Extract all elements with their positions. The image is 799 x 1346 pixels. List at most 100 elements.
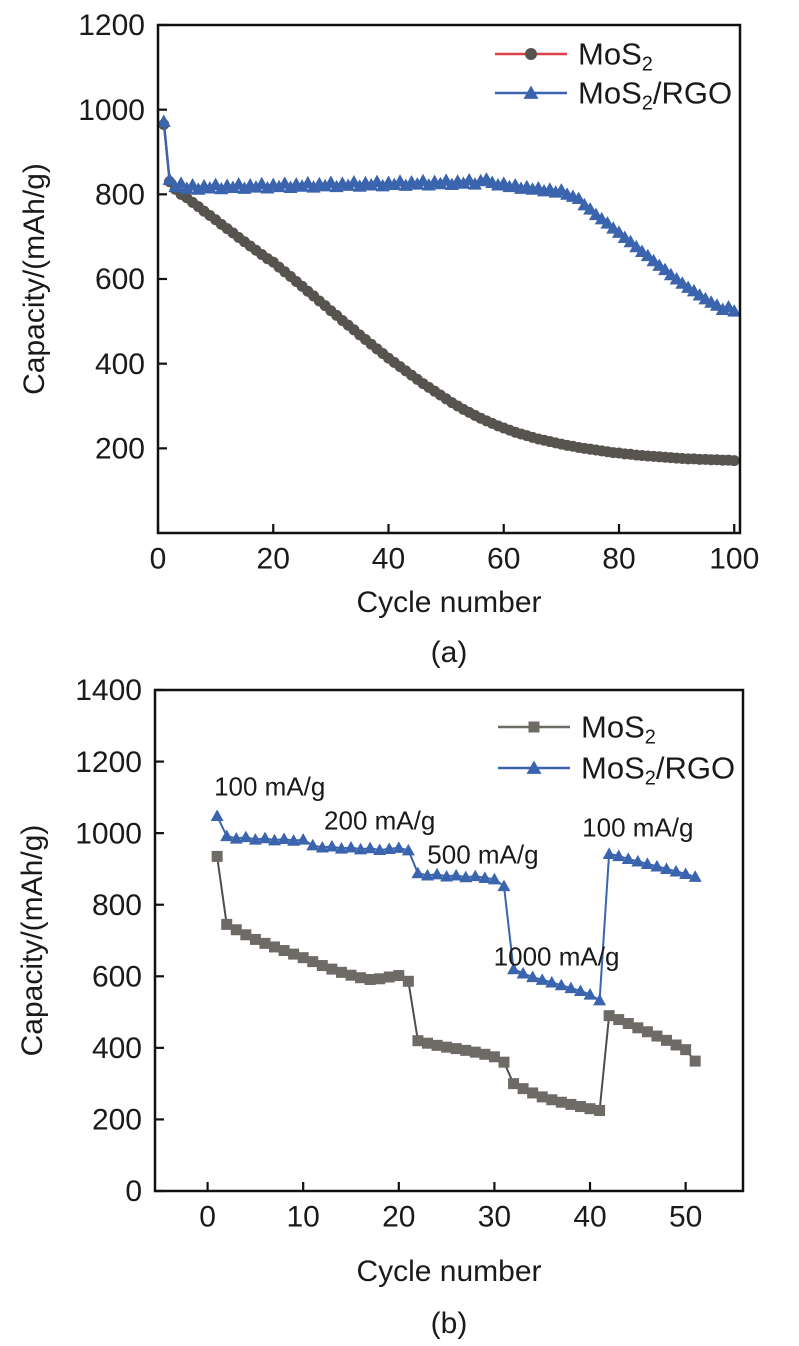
data-point-marker [508, 1078, 520, 1090]
data-point-marker [517, 1083, 529, 1095]
data-point-marker [487, 872, 501, 885]
data-point-marker [545, 975, 559, 988]
data-point-marker [727, 304, 742, 317]
data-point-marker [237, 181, 252, 194]
data-point-marker [459, 870, 473, 883]
data-point-marker [210, 809, 224, 822]
panel-background [0, 675, 799, 1346]
rate-annotation: 100 mA/g [582, 813, 693, 843]
data-point-marker [613, 1014, 625, 1026]
data-point-marker [315, 840, 329, 853]
legend: MoS2​MoS2/RGO [498, 710, 735, 790]
data-point-marker [334, 842, 348, 854]
data-point-marker [498, 1056, 510, 1068]
data-point-marker [554, 978, 568, 991]
data-point-marker [444, 177, 459, 191]
y-tick-label: 400 [95, 348, 145, 381]
data-point-marker [375, 178, 390, 192]
data-point-marker [214, 181, 229, 195]
data-point-marker [248, 833, 262, 845]
data-point-marker [297, 952, 309, 964]
data-point-marker [689, 1055, 701, 1067]
data-point-marker [355, 972, 367, 984]
y-tick-label: 0 [125, 1175, 142, 1208]
data-point-marker [583, 202, 598, 215]
x-tick-label: 40 [573, 1200, 606, 1233]
data-point-marker [364, 178, 379, 191]
panel-caption: (a) [431, 636, 468, 669]
data-point-marker [306, 838, 320, 851]
data-point-marker [527, 1087, 539, 1099]
data-point-marker [564, 981, 578, 994]
data-point-marker [421, 1037, 433, 1049]
data-point-marker [535, 973, 549, 985]
data-point-marker [248, 180, 263, 193]
data-point-marker [602, 847, 616, 859]
data-point-marker [278, 945, 290, 957]
data-point-marker [387, 177, 402, 191]
panel-b-chart: 0 10 20 30 40 50 0 200 400 600 800 1000 1200 1400 Cycl… [0, 675, 799, 1346]
data-point-marker [268, 833, 282, 846]
data-point-marker [441, 1041, 453, 1053]
x-axis: 0 10 20 30 40 50 [199, 1182, 702, 1233]
data-point-marker [344, 840, 358, 853]
legend-label: MoS2/RGO [578, 76, 732, 115]
data-point-marker [680, 1044, 692, 1056]
y-tick-label: 1200 [78, 9, 145, 42]
data-point-marker [240, 929, 252, 941]
data-point-marker [354, 842, 368, 855]
y-axis-title: Capacity/(mAh/g) [16, 825, 49, 1057]
series-group [156, 114, 742, 467]
y-tick-label: 1400 [75, 675, 142, 707]
data-point-marker [641, 1026, 653, 1038]
data-point-marker [202, 180, 217, 194]
data-point-marker [574, 1101, 586, 1113]
annotations: 100 mA/g 200 mA/g 500 mA/g 1000 mA/g 100 mA/… [214, 771, 693, 971]
data-point-marker [352, 179, 367, 192]
y-tick-label: 1000 [75, 817, 142, 850]
x-tick-label: 0 [199, 1200, 216, 1233]
data-point-marker [392, 841, 406, 853]
data-point-marker [450, 1043, 462, 1055]
x-axis-title: Cycle number [356, 586, 541, 619]
data-point-marker [345, 969, 357, 981]
data-point-marker [401, 843, 415, 856]
data-point-marker [410, 177, 425, 190]
data-point-marker [269, 941, 281, 953]
y-tick-label: 400 [92, 1032, 142, 1065]
data-point-marker [555, 1096, 567, 1108]
rate-annotation: 500 mA/g [427, 839, 538, 869]
data-point-marker [478, 871, 492, 883]
data-point-marker [573, 984, 587, 997]
rate-annotation: 100 mA/g [214, 771, 325, 801]
data-point-marker [469, 1046, 481, 1058]
data-point-marker [571, 191, 586, 205]
x-tick-label: 100 [709, 542, 759, 575]
legend-circle-marker [525, 48, 537, 60]
y-axis-title: Capacity/(mAh/g) [18, 163, 51, 395]
data-point-marker [565, 1098, 577, 1110]
data-point-marker [603, 1010, 615, 1022]
data-point-marker [670, 1039, 682, 1051]
y-tick-label: 1000 [78, 94, 145, 127]
data-point-marker [287, 834, 301, 846]
mos2-rgo-markers [210, 809, 702, 1006]
data-point-marker [168, 179, 183, 193]
plot-box [153, 688, 745, 1193]
x-tick-label: 30 [478, 1200, 511, 1233]
data-point-marker [594, 1104, 606, 1116]
mos2-markers [158, 118, 740, 467]
data-point-marker [421, 178, 436, 191]
data-point-marker [191, 182, 206, 195]
data-point-marker [329, 179, 344, 193]
data-point-marker [593, 993, 607, 1006]
data-point-marker [632, 1022, 644, 1034]
data-point-marker [229, 832, 243, 844]
data-point-marker [449, 868, 463, 881]
y-tick-label: 800 [92, 889, 142, 922]
data-point-marker [258, 831, 272, 844]
data-point-marker [456, 176, 471, 189]
data-point-marker [431, 1039, 443, 1051]
data-point-marker [335, 966, 347, 978]
